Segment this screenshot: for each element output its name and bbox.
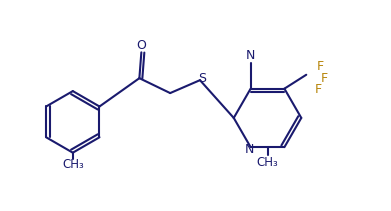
Text: N: N <box>245 143 254 156</box>
Text: F: F <box>317 60 324 73</box>
Text: N: N <box>246 49 255 62</box>
Text: CH₃: CH₃ <box>62 158 84 171</box>
Text: F: F <box>321 72 328 85</box>
Text: S: S <box>198 72 206 85</box>
Text: CH₃: CH₃ <box>256 156 278 169</box>
Text: O: O <box>136 39 146 52</box>
Text: F: F <box>315 83 322 96</box>
